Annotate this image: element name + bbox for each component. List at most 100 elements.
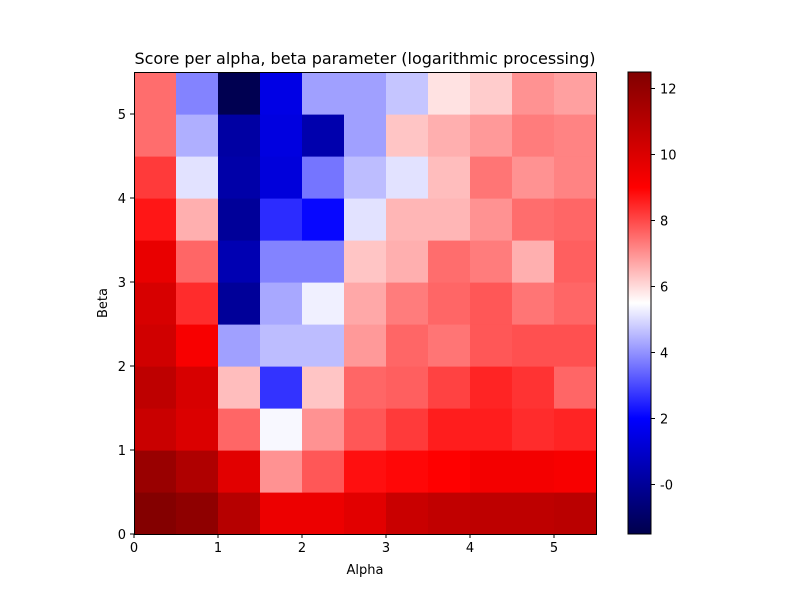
heatmap-cell (470, 156, 513, 199)
heatmap-cell (134, 450, 177, 493)
plot-frame (134, 72, 597, 535)
heatmap-cell (302, 450, 345, 493)
heatmap-cell (218, 72, 261, 115)
heatmap-cell (428, 156, 471, 199)
heatmap-cell (512, 282, 555, 325)
heatmap-cell (344, 492, 387, 535)
heatmap-cell (554, 240, 597, 283)
heatmap-cell (512, 450, 555, 493)
heatmap-cell (344, 240, 387, 283)
heatmap-cell (134, 198, 177, 241)
x-tick-label: 2 (298, 541, 306, 556)
heatmap-cell (512, 240, 555, 283)
heatmap-cell (470, 198, 513, 241)
y-tick-label: 4 (118, 192, 126, 207)
heatmap-cell (218, 198, 261, 241)
heatmap-cell (218, 114, 261, 157)
heatmap-cell (260, 492, 303, 535)
heatmap-cell (134, 72, 177, 115)
heatmap-cell (554, 72, 597, 115)
heatmap-cell (554, 408, 597, 451)
heatmap-cell (176, 324, 219, 367)
heatmap-cell (260, 114, 303, 157)
heatmap-cell (176, 366, 219, 409)
heatmap-cell (470, 408, 513, 451)
heatmap-cell (470, 492, 513, 535)
heatmap-cell (428, 408, 471, 451)
heatmap-cell (512, 324, 555, 367)
x-axis-label: Alpha (347, 563, 384, 578)
heatmap-cell (176, 72, 219, 115)
colorbar-tick-label: 8 (660, 215, 668, 230)
x-tick-label: 3 (382, 541, 390, 556)
heatmap-cell (386, 156, 429, 199)
chart-title: Score per alpha, beta parameter (logarit… (134, 49, 595, 68)
heatmap-cell (176, 114, 219, 157)
y-axis-ticks: 0 1 2 3 4 5 (118, 108, 134, 543)
heatmap-cell (134, 324, 177, 367)
heatmap-cells (134, 72, 597, 535)
y-axis-label: Beta (96, 288, 111, 318)
heatmap-cell (302, 366, 345, 409)
heatmap-cell (512, 408, 555, 451)
heatmap-cell (386, 198, 429, 241)
heatmap-cell (302, 324, 345, 367)
heatmap-cell (344, 72, 387, 115)
heatmap-cell (512, 114, 555, 157)
heatmap-cell (134, 366, 177, 409)
heatmap-cell (554, 198, 597, 241)
heatmap-cell (344, 366, 387, 409)
heatmap-cell (554, 492, 597, 535)
heatmap-cell (386, 450, 429, 493)
heatmap-cell (176, 156, 219, 199)
heatmap-cell (554, 366, 597, 409)
heatmap-cell (302, 282, 345, 325)
heatmap-cell (134, 114, 177, 157)
heatmap-cell (218, 324, 261, 367)
heatmap-cell (386, 282, 429, 325)
heatmap-cell (260, 324, 303, 367)
heatmap-cell (134, 240, 177, 283)
heatmap-cell (344, 450, 387, 493)
x-tick-label: 1 (214, 541, 222, 556)
heatmap-cell (260, 282, 303, 325)
heatmap-cell (470, 72, 513, 115)
heatmap-cell (134, 408, 177, 451)
y-tick-label: 2 (118, 360, 126, 375)
heatmap-cell (512, 72, 555, 115)
heatmap-cell (218, 240, 261, 283)
heatmap-cell (176, 240, 219, 283)
heatmap-cell (344, 156, 387, 199)
heatmap-cell (554, 114, 597, 157)
colorbar-tick-label: 10 (660, 149, 677, 164)
heatmap-cell (428, 366, 471, 409)
heatmap-cell (470, 324, 513, 367)
heatmap-cell (260, 240, 303, 283)
heatmap-cell (218, 408, 261, 451)
heatmap-cell (470, 282, 513, 325)
heatmap-cell (218, 492, 261, 535)
heatmap-cell (428, 282, 471, 325)
heatmap-cell (428, 72, 471, 115)
heatmap-cell (428, 114, 471, 157)
heatmap-cell (386, 240, 429, 283)
heatmap-cell (176, 198, 219, 241)
heatmap-cell (470, 114, 513, 157)
heatmap-cell (428, 198, 471, 241)
heatmap-cell (218, 450, 261, 493)
heatmap-cell (470, 450, 513, 493)
heatmap-cell (386, 408, 429, 451)
heatmap-cell (554, 324, 597, 367)
y-tick-label: 0 (118, 528, 126, 543)
heatmap-cell (260, 408, 303, 451)
heatmap-cell (428, 240, 471, 283)
heatmap-cell (344, 198, 387, 241)
heatmap-cell (134, 492, 177, 535)
heatmap-cell (302, 72, 345, 115)
heatmap-cell (386, 324, 429, 367)
heatmap-cell (302, 114, 345, 157)
heatmap-cell (134, 156, 177, 199)
heatmap-cell (512, 366, 555, 409)
heatmap-cell (176, 282, 219, 325)
heatmap-cell (302, 156, 345, 199)
